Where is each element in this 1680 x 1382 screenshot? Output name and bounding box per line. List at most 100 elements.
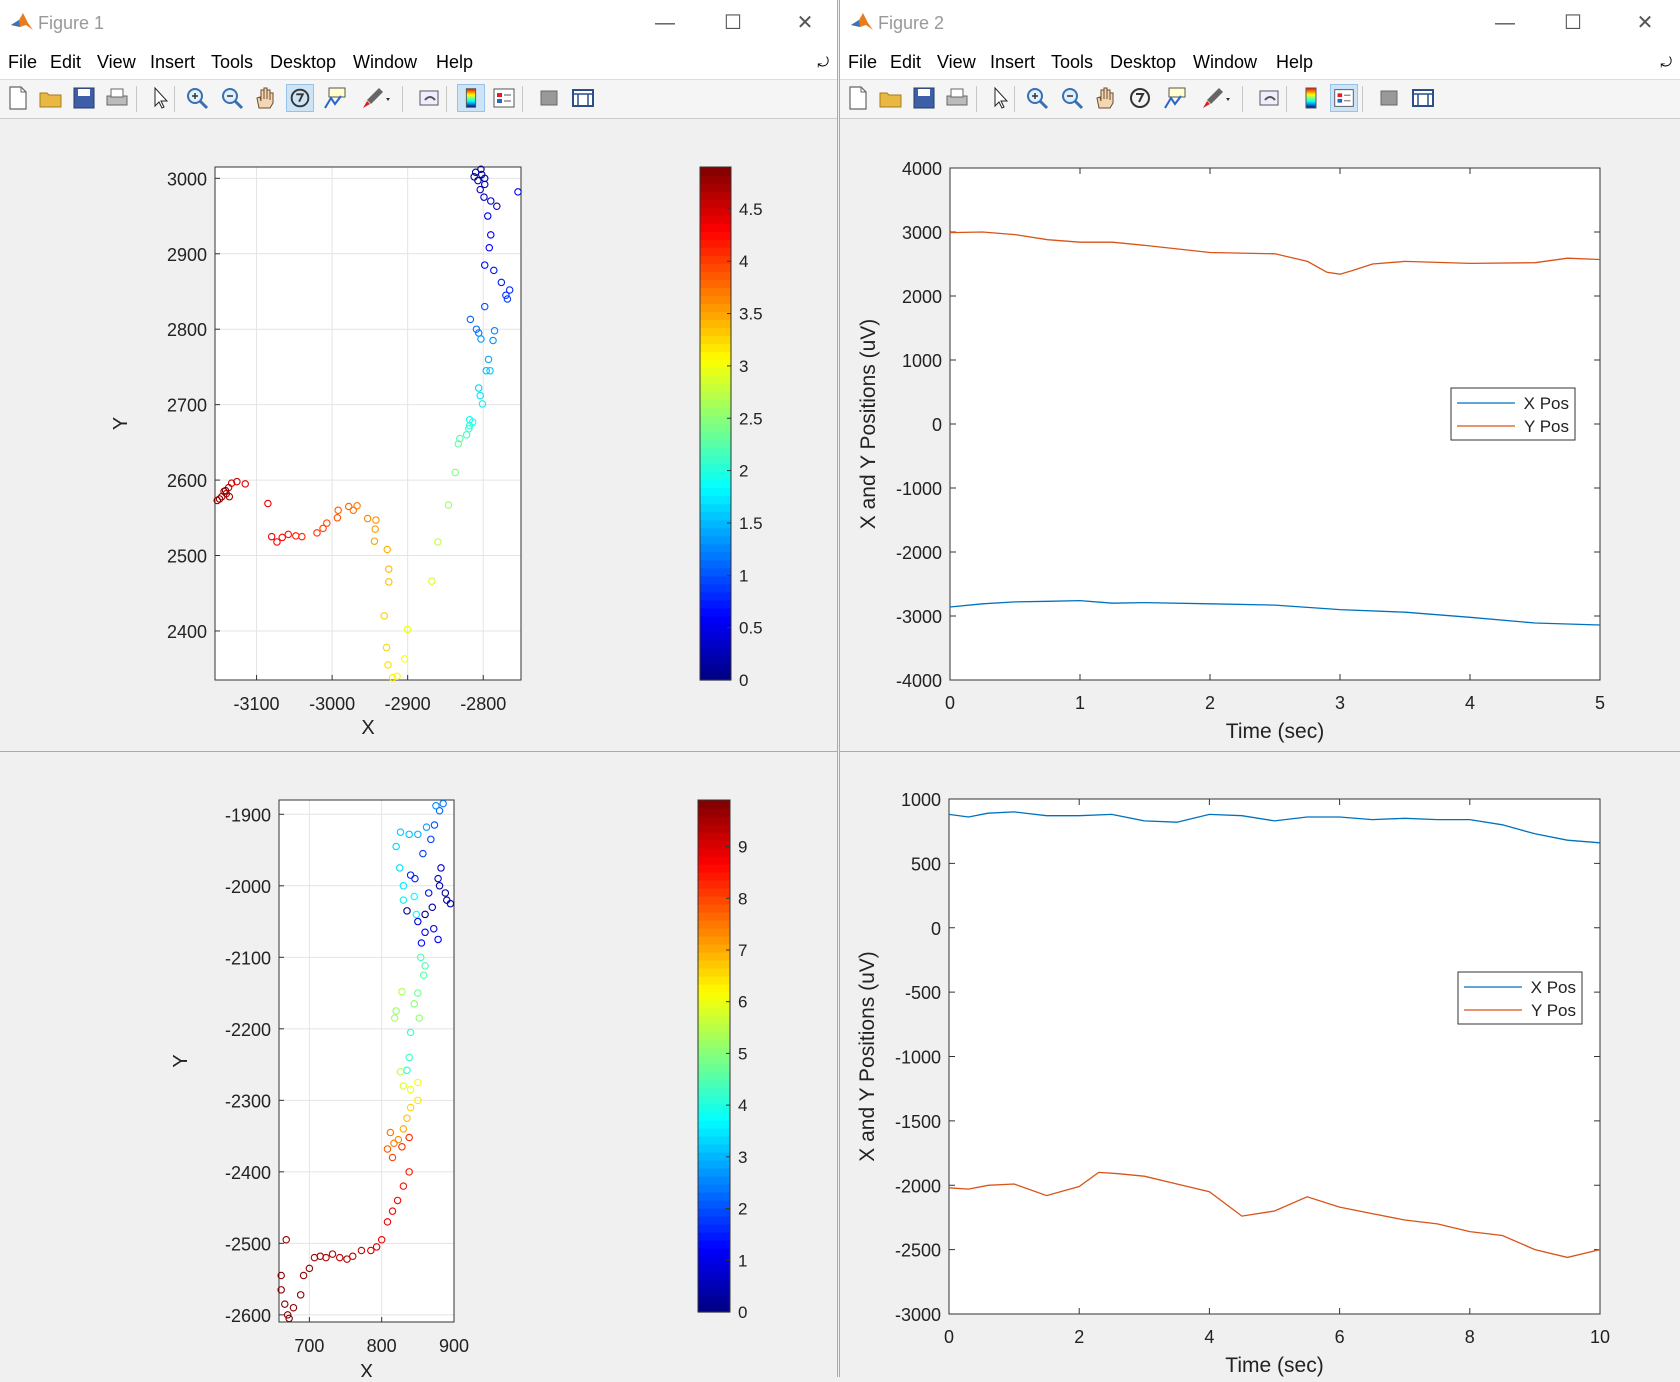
minimize-icon[interactable]: — — [1495, 12, 1515, 34]
pointer-icon[interactable] — [146, 84, 174, 112]
y-tick-label: -1900 — [225, 805, 271, 825]
rotate-3d-icon[interactable] — [1126, 84, 1154, 112]
data-point — [422, 823, 431, 831]
menu-file[interactable]: File — [8, 52, 38, 72]
maximize-icon[interactable]: ☐ — [724, 12, 742, 34]
menu-view[interactable]: View — [97, 52, 136, 72]
data-point — [344, 502, 353, 511]
line-plot-1[interactable]: 0 1 2 3 4 5 -4000 -3000 -2000 -1000 0 1000 2000 3000 4… — [840, 119, 1680, 752]
colorbar-icon[interactable] — [457, 84, 485, 112]
colorbar-tick-label: 2 — [739, 462, 748, 481]
zoom-out-icon[interactable] — [218, 84, 246, 112]
show-plot-tools-icon[interactable] — [1409, 84, 1437, 112]
scatter-plot-1[interactable]: -3100 -3000 -2900 -2800 2400 2500 2600 2700 2800… — [0, 119, 838, 752]
menu-file[interactable]: File — [848, 52, 878, 72]
rotate-3d-icon[interactable] — [286, 84, 314, 112]
menu-tools[interactable]: Tools — [1051, 52, 1094, 72]
zoom-out-icon[interactable] — [1058, 84, 1086, 112]
show-plot-tools-icon[interactable] — [569, 84, 597, 112]
colorbar-segment — [700, 199, 731, 208]
legend-box — [1450, 387, 1576, 441]
colorbar-segment — [698, 1128, 730, 1137]
toolbar-separator — [1362, 86, 1363, 112]
print-icon[interactable] — [103, 84, 131, 112]
data-point — [419, 849, 427, 858]
colorbar-segment — [698, 1248, 730, 1257]
colorbar-segment — [700, 327, 731, 336]
data-point — [414, 989, 422, 997]
menu-edit[interactable]: Edit — [50, 52, 82, 72]
menu-help[interactable]: Help — [1276, 52, 1314, 72]
data-point — [466, 315, 475, 324]
dock-arrow-icon[interactable]: ⤾ — [817, 54, 829, 70]
open-folder-icon[interactable] — [37, 84, 65, 112]
y-tick-label: -1000 — [896, 479, 942, 499]
menu-tools[interactable]: Tools — [211, 52, 254, 72]
figure-1-axes-area: -3100 -3000 -2900 -2800 2400 2500 2600 2700 2800… — [0, 119, 837, 751]
maximize-icon[interactable]: ☐ — [1564, 12, 1582, 34]
pan-hand-icon[interactable] — [251, 84, 279, 112]
menu-window[interactable]: Window — [353, 52, 418, 72]
window-title: Figure 2 — [878, 13, 945, 33]
legend-icon[interactable] — [490, 84, 518, 112]
data-point — [385, 578, 393, 586]
data-point — [405, 1053, 413, 1062]
link-plot-icon[interactable] — [1256, 84, 1284, 112]
title-bar: Figure 2 — ☐ ✕ — [840, 0, 1680, 46]
dock-arrow-icon[interactable]: ⤾ — [1660, 54, 1672, 70]
brush-icon[interactable] — [1198, 84, 1232, 112]
pan-hand-icon[interactable] — [1091, 84, 1119, 112]
menu-desktop[interactable]: Desktop — [1110, 52, 1177, 72]
new-file-icon[interactable] — [844, 84, 872, 112]
menu-desktop[interactable]: Desktop — [270, 52, 337, 72]
colorbar-segment — [700, 255, 731, 264]
save-icon[interactable] — [910, 84, 938, 112]
pointer-icon[interactable] — [986, 84, 1014, 112]
colorbar-segment — [700, 279, 731, 288]
data-point — [225, 492, 234, 501]
legend-entry: X Pos — [1524, 394, 1569, 413]
minimize-icon[interactable]: — — [655, 12, 675, 34]
data-point — [392, 1007, 400, 1015]
y-tick-label: -2600 — [225, 1306, 271, 1326]
colorbar-segment — [698, 976, 730, 985]
data-point — [380, 612, 388, 620]
brush-icon[interactable] — [358, 84, 392, 112]
data-point — [406, 871, 415, 879]
legend-icon[interactable] — [1330, 84, 1358, 112]
hide-plot-tools-icon[interactable] — [1375, 84, 1403, 112]
data-cursor-icon[interactable] — [321, 84, 349, 112]
scatter-plot-2[interactable]: 700 800 900 -2600 -2500 -2400 -2300 -2200 -2100 -… — [0, 752, 838, 1382]
data-cursor-icon[interactable] — [1161, 84, 1189, 112]
menu-window[interactable]: Window — [1193, 52, 1258, 72]
new-file-icon[interactable] — [4, 84, 32, 112]
data-point — [349, 506, 358, 515]
close-icon[interactable]: ✕ — [796, 12, 814, 34]
zoom-in-icon[interactable] — [1023, 84, 1051, 112]
colorbar-segment — [700, 295, 731, 304]
line-plot-2[interactable]: 0 2 4 6 8 10 -3000 -2500 -2000 -1500 -1000 -500 0 500… — [840, 752, 1680, 1377]
data-point — [372, 516, 380, 524]
save-icon[interactable] — [70, 84, 98, 112]
x-tick-label: 6 — [1335, 1327, 1345, 1347]
menu-edit[interactable]: Edit — [890, 52, 922, 72]
close-icon[interactable]: ✕ — [1636, 12, 1654, 34]
axes-box — [948, 798, 1601, 1315]
zoom-in-icon[interactable] — [183, 84, 211, 112]
data-point — [367, 1246, 375, 1255]
colorbar-segment — [698, 1160, 730, 1169]
hide-plot-tools-icon[interactable] — [535, 84, 563, 112]
y-tick-label: -2300 — [225, 1091, 271, 1111]
menu-help[interactable]: Help — [436, 52, 474, 72]
menu-insert[interactable]: Insert — [990, 52, 1036, 72]
colorbar-tick-label: 3.5 — [739, 305, 763, 324]
colorbar-segment — [698, 920, 730, 929]
colorbar-segment — [700, 375, 731, 385]
open-folder-icon[interactable] — [877, 84, 905, 112]
menu-insert[interactable]: Insert — [150, 52, 196, 72]
link-plot-icon[interactable] — [416, 84, 444, 112]
menu-view[interactable]: View — [937, 52, 976, 72]
data-point — [489, 336, 497, 345]
colorbar-icon[interactable] — [1297, 84, 1325, 112]
print-icon[interactable] — [943, 84, 971, 112]
